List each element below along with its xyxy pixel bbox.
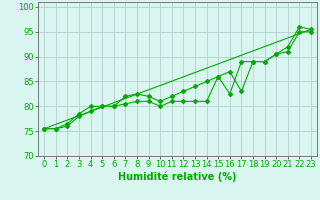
X-axis label: Humidité relative (%): Humidité relative (%) <box>118 172 237 182</box>
